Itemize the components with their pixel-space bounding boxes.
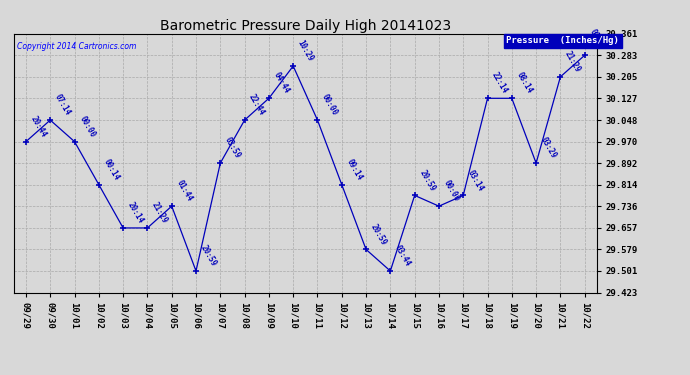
Text: 03:59: 03:59: [223, 136, 242, 160]
Text: 00:00: 00:00: [320, 93, 339, 117]
Text: 21:29: 21:29: [150, 201, 170, 225]
Text: 20:59: 20:59: [417, 168, 437, 193]
Text: 03:29: 03:29: [539, 136, 558, 160]
Text: 07:14: 07:14: [53, 93, 72, 117]
Text: 20:14: 20:14: [126, 201, 146, 225]
Text: Pressure  (Inches/Hg): Pressure (Inches/Hg): [506, 36, 620, 45]
Text: 20:44: 20:44: [29, 114, 48, 139]
Text: Copyright 2014 Cartronics.com: Copyright 2014 Cartronics.com: [17, 42, 136, 51]
Title: Barometric Pressure Daily High 20141023: Barometric Pressure Daily High 20141023: [160, 19, 451, 33]
Text: 20:59: 20:59: [369, 222, 388, 247]
Text: 04:44: 04:44: [272, 71, 291, 96]
Text: 22:44: 22:44: [248, 93, 267, 117]
Text: 03:44: 03:44: [393, 244, 413, 268]
Text: 21:29: 21:29: [563, 50, 582, 74]
Text: 00:00: 00:00: [442, 179, 461, 203]
Text: 03:14: 03:14: [466, 168, 485, 193]
Text: 08:14: 08:14: [515, 71, 534, 96]
Text: 22:14: 22:14: [491, 71, 510, 96]
Text: 10:29: 10:29: [296, 39, 315, 63]
Text: 00:14: 00:14: [101, 158, 121, 182]
Text: 09:14: 09:14: [344, 158, 364, 182]
Text: 20:59: 20:59: [199, 244, 218, 268]
Text: 00:00: 00:00: [77, 114, 97, 139]
Text: 08:??: 08:??: [587, 28, 607, 53]
Text: 01:44: 01:44: [175, 179, 194, 203]
